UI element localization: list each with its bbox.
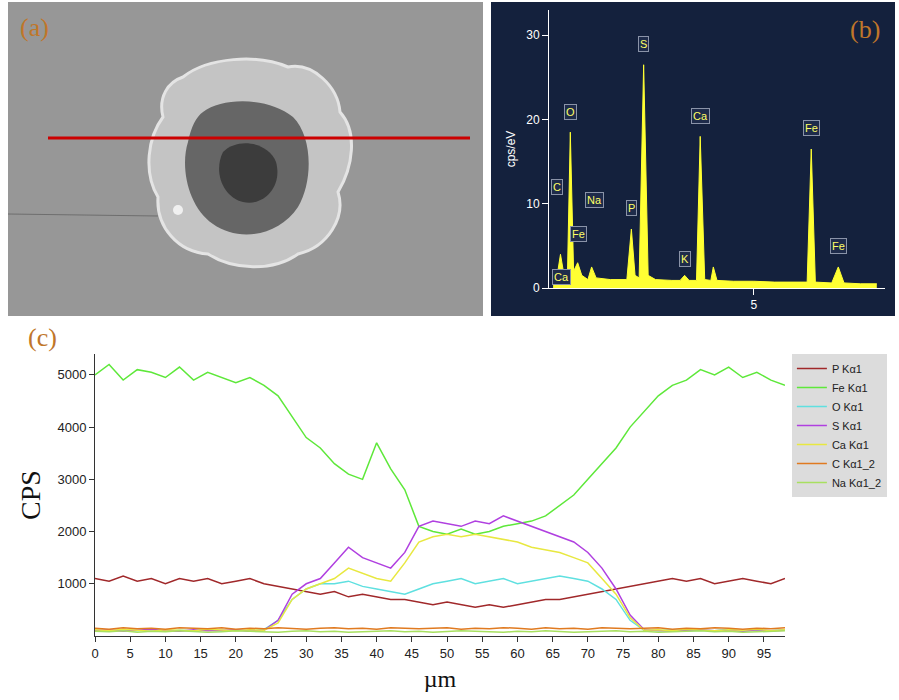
svg-text:5000: 5000 xyxy=(57,367,86,382)
svg-text:0: 0 xyxy=(533,281,540,295)
svg-text:85: 85 xyxy=(686,646,700,661)
svg-text:Fe Kα1: Fe Kα1 xyxy=(832,382,868,394)
svg-text:K: K xyxy=(681,253,689,265)
svg-text:O: O xyxy=(566,106,575,118)
svg-text:(c): (c) xyxy=(28,323,57,352)
svg-text:15: 15 xyxy=(193,646,207,661)
svg-text:5: 5 xyxy=(127,646,134,661)
svg-text:CPS: CPS xyxy=(15,470,46,520)
svg-text:Fe: Fe xyxy=(805,122,818,134)
svg-text:45: 45 xyxy=(405,646,419,661)
svg-text:10: 10 xyxy=(526,197,540,211)
svg-text:35: 35 xyxy=(334,646,348,661)
svg-text:S Kα1: S Kα1 xyxy=(832,420,862,432)
svg-text:0: 0 xyxy=(91,646,98,661)
svg-text:Ca: Ca xyxy=(554,271,569,283)
svg-text:2000: 2000 xyxy=(57,524,86,539)
svg-text:75: 75 xyxy=(616,646,630,661)
svg-text:Ca Kα1: Ca Kα1 xyxy=(832,439,869,451)
svg-text:30: 30 xyxy=(299,646,313,661)
svg-text:3000: 3000 xyxy=(57,472,86,487)
svg-text:60: 60 xyxy=(510,646,524,661)
svg-text:4000: 4000 xyxy=(57,420,86,435)
svg-text:(a): (a) xyxy=(20,13,49,42)
svg-text:20: 20 xyxy=(526,113,540,127)
svg-text:Na Kα1_2: Na Kα1_2 xyxy=(832,477,881,489)
svg-text:95: 95 xyxy=(757,646,771,661)
svg-text:40: 40 xyxy=(369,646,383,661)
svg-text:C: C xyxy=(553,181,561,193)
svg-text:20: 20 xyxy=(229,646,243,661)
svg-text:Ca: Ca xyxy=(693,110,708,122)
svg-text:25: 25 xyxy=(264,646,278,661)
svg-text:Fe: Fe xyxy=(832,240,845,252)
svg-text:P Kα1: P Kα1 xyxy=(832,363,862,375)
svg-text:cps/eV: cps/eV xyxy=(504,131,518,168)
svg-text:Na: Na xyxy=(587,194,602,206)
svg-text:90: 90 xyxy=(721,646,735,661)
svg-text:1000: 1000 xyxy=(57,576,86,591)
svg-text:50: 50 xyxy=(440,646,454,661)
svg-text:Fe: Fe xyxy=(572,228,585,240)
svg-text:O Kα1: O Kα1 xyxy=(832,401,863,413)
svg-text:70: 70 xyxy=(581,646,595,661)
svg-text:10: 10 xyxy=(158,646,172,661)
svg-text:30: 30 xyxy=(526,28,540,42)
svg-text:5: 5 xyxy=(751,298,758,312)
svg-text:55: 55 xyxy=(475,646,489,661)
svg-text:80: 80 xyxy=(651,646,665,661)
svg-text:C Kα1_2: C Kα1_2 xyxy=(832,458,875,470)
svg-text:µm: µm xyxy=(424,666,457,692)
svg-text:65: 65 xyxy=(545,646,559,661)
svg-text:P: P xyxy=(628,202,635,214)
svg-text:(b): (b) xyxy=(850,15,880,44)
svg-text:S: S xyxy=(640,38,647,50)
